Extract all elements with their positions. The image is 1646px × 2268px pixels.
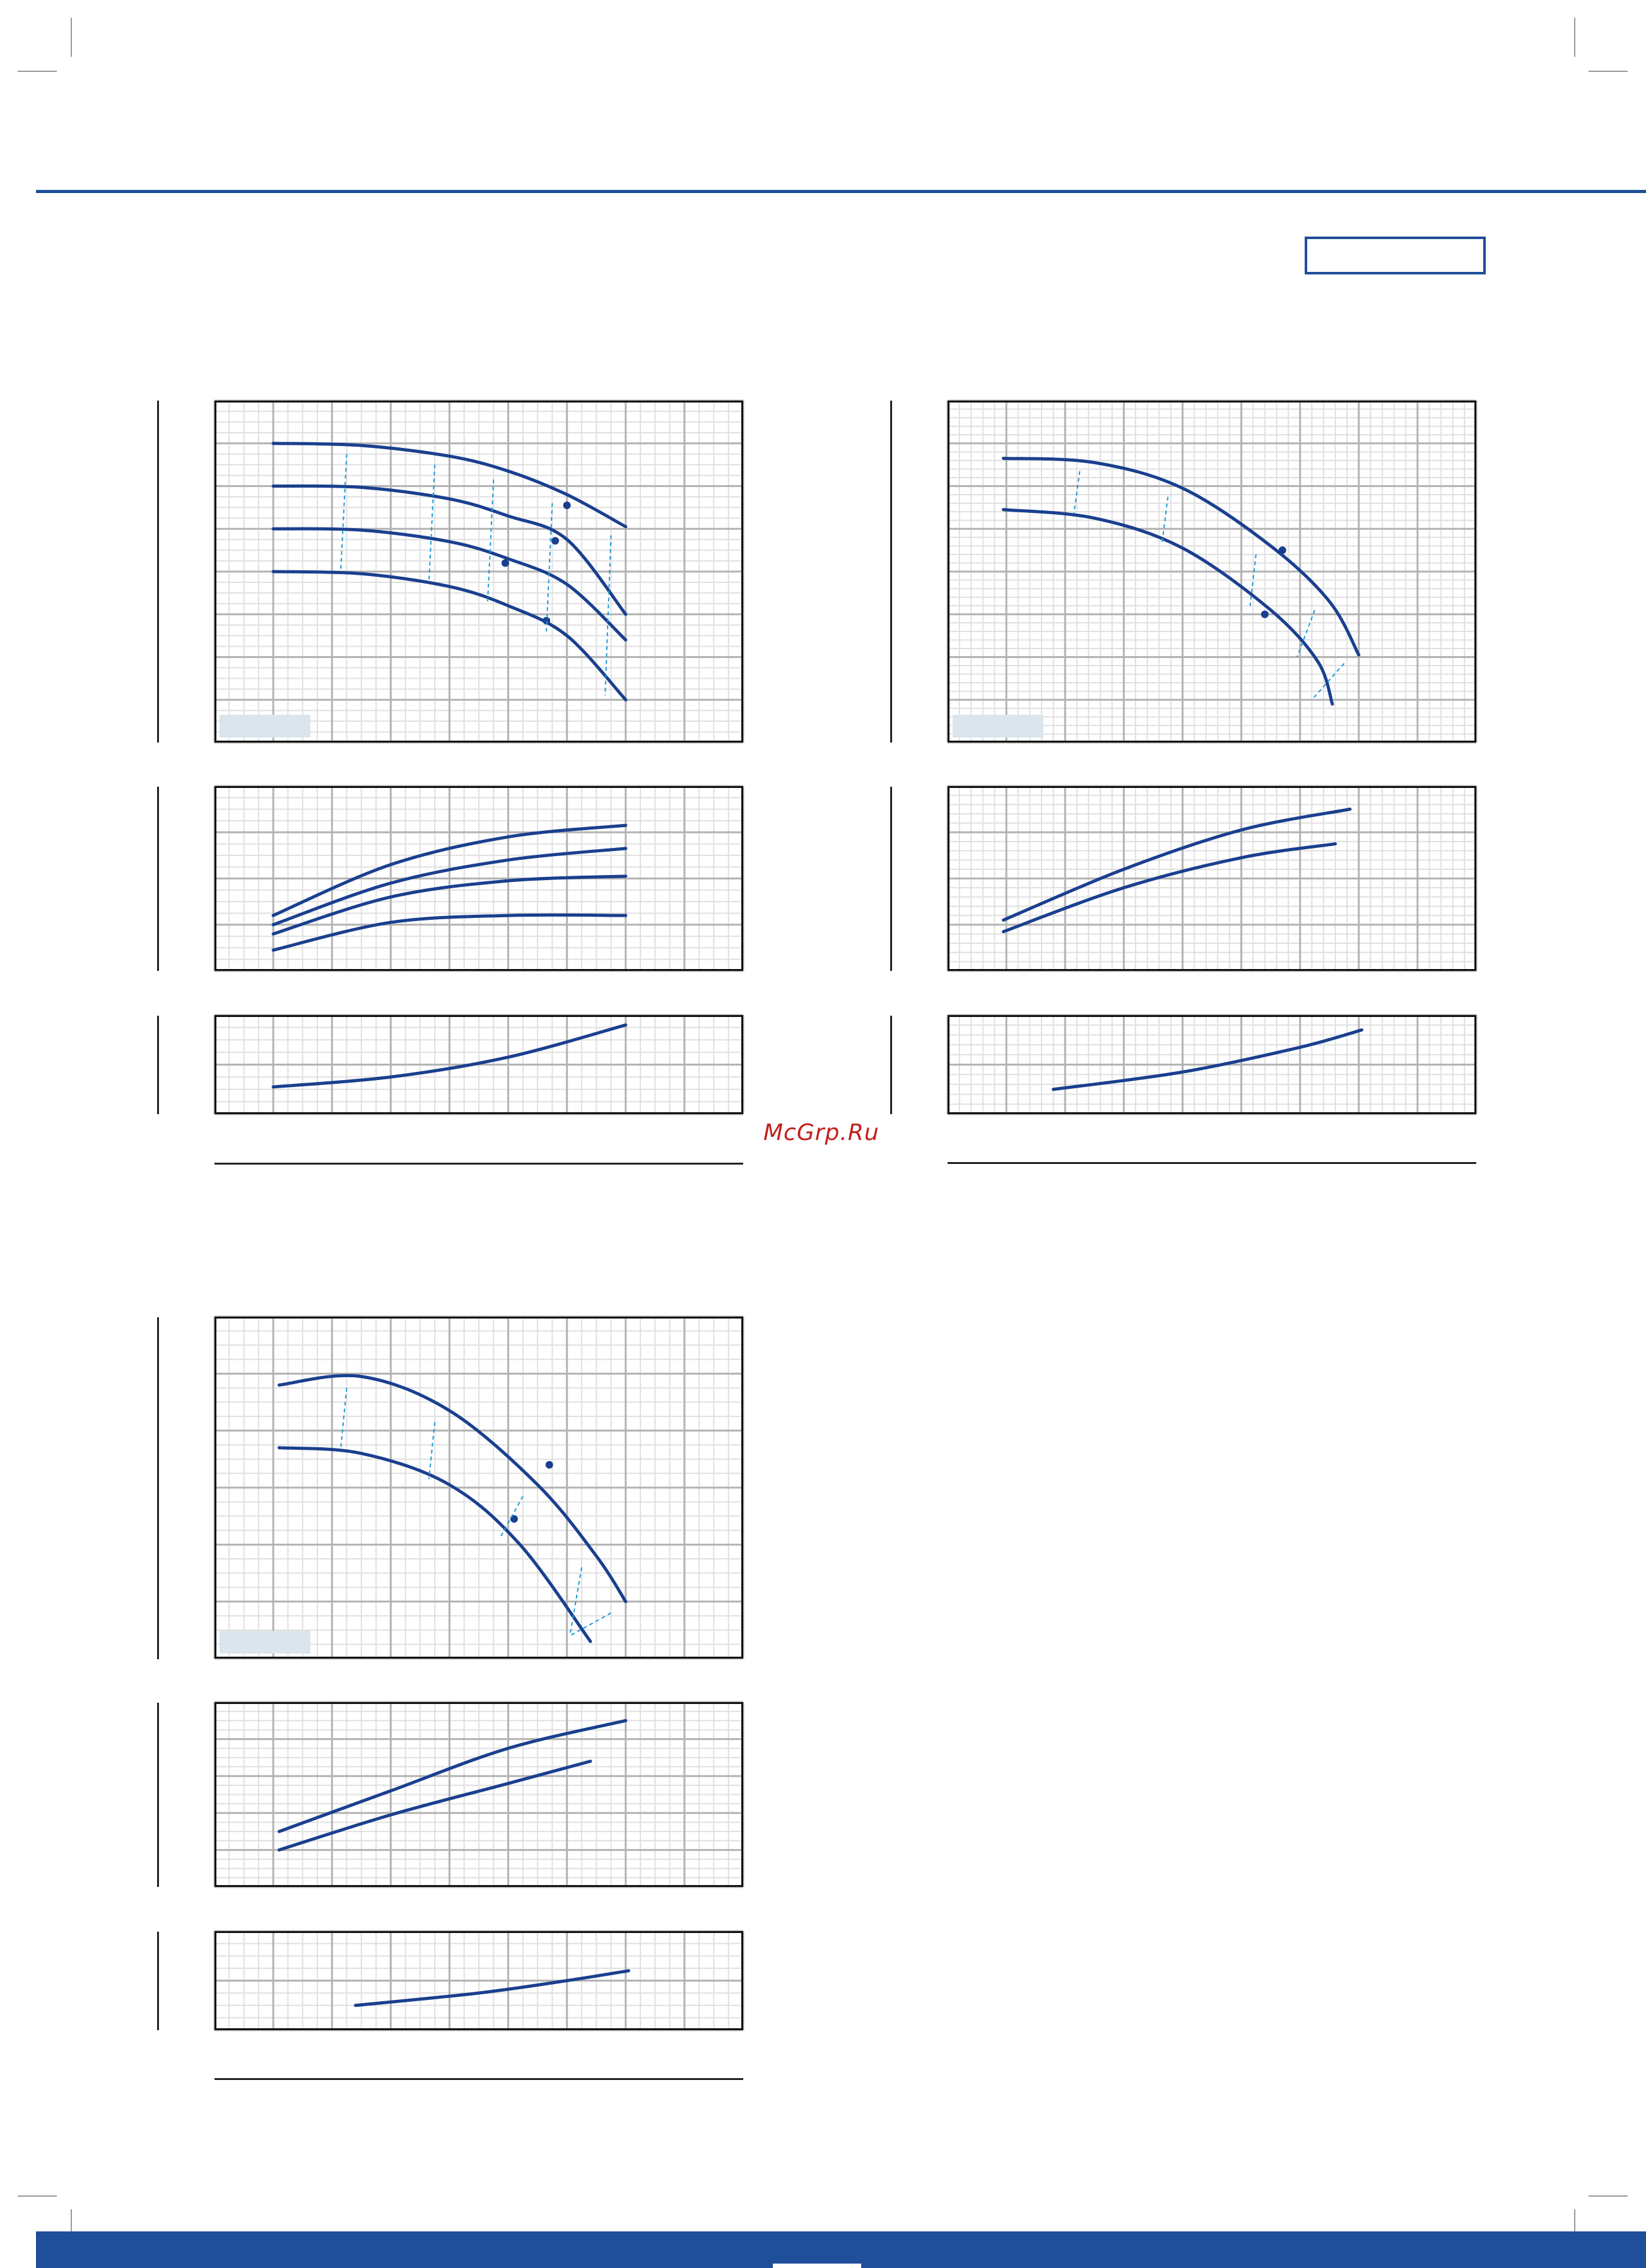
efficiency-line <box>569 1567 582 1636</box>
grid <box>213 1701 744 1888</box>
axis-spine <box>890 787 892 971</box>
chart-power-bottom <box>213 1701 744 1888</box>
series-line <box>271 913 628 952</box>
chart-frame <box>215 786 743 971</box>
crop-mark <box>71 18 72 57</box>
series-line <box>271 1023 628 1089</box>
grid <box>946 785 1478 972</box>
operating-point-marker <box>545 1460 553 1469</box>
header-rule <box>36 190 1646 193</box>
chart-frame <box>215 1931 743 2030</box>
crop-mark <box>1574 2209 1575 2248</box>
chart-npsh-left <box>213 1014 744 1115</box>
series-line <box>271 484 628 616</box>
crop-mark <box>1589 71 1628 72</box>
series-line <box>271 570 628 702</box>
series-line <box>1052 1028 1363 1091</box>
efficiency-line <box>340 1387 348 1448</box>
operating-point-marker <box>563 501 571 509</box>
chart-frame <box>215 1317 743 1659</box>
x-axis-baseline <box>948 1162 1476 1164</box>
chart-power-right <box>946 785 1478 972</box>
operating-point-marker <box>1261 610 1269 618</box>
axis-spine <box>890 401 892 743</box>
chart-label-patch <box>953 715 1043 737</box>
operating-point-marker <box>1278 546 1286 555</box>
series-line <box>277 1373 628 1604</box>
efficiency-line <box>428 464 436 582</box>
series-line <box>1001 508 1334 706</box>
chart-head-left <box>213 399 744 744</box>
chart-frame <box>948 786 1476 971</box>
efficiency-line <box>498 1496 524 1539</box>
efficiency-line <box>428 1422 436 1479</box>
footer-bar <box>36 2231 1646 2268</box>
x-axis-baseline <box>215 1163 743 1165</box>
efficiency-line <box>1161 496 1169 544</box>
efficiency-line <box>1073 471 1081 514</box>
chart-frame <box>215 1015 743 1114</box>
chart-head-right <box>946 399 1478 744</box>
chart-label-patch <box>220 1631 310 1654</box>
operating-point-marker <box>551 537 560 545</box>
chart-frame <box>948 401 1476 743</box>
efficiency-line <box>486 479 495 602</box>
footer-notch <box>773 2264 861 2268</box>
grid <box>213 1930 744 2031</box>
chart-power-left <box>213 785 744 972</box>
efficiency-line <box>340 454 348 570</box>
series-line <box>277 1760 592 1852</box>
series-line <box>277 1719 628 1833</box>
grid <box>946 399 1478 744</box>
crop-mark <box>18 71 57 72</box>
grid <box>946 1014 1478 1115</box>
watermark-text: McGrp.Ru <box>763 1120 879 1146</box>
efficiency-line <box>546 503 553 632</box>
operating-point-marker <box>543 616 551 625</box>
axis-spine <box>157 1016 159 1114</box>
chart-npsh-bottom <box>213 1930 744 2031</box>
axis-spine <box>157 1932 159 2030</box>
series-line <box>353 1969 630 2007</box>
series-line <box>271 847 628 927</box>
crop-mark <box>1574 18 1575 57</box>
series-line <box>1001 456 1361 657</box>
axis-spine <box>157 1703 159 1887</box>
series-line <box>271 527 628 642</box>
header-box <box>1305 237 1486 274</box>
series-line <box>277 1446 592 1643</box>
axis-spine <box>157 787 159 971</box>
efficiency-line <box>604 535 612 696</box>
operating-point-marker <box>510 1515 518 1523</box>
operating-point-marker <box>501 559 509 567</box>
crop-mark <box>1589 2195 1628 2197</box>
grid <box>213 1315 744 1660</box>
efficiency-line <box>1311 662 1345 700</box>
series-line <box>1001 808 1352 922</box>
chart-npsh-right <box>946 1014 1478 1115</box>
axis-spine <box>157 1317 159 1659</box>
efficiency-line <box>569 1612 611 1636</box>
crop-mark <box>71 2209 72 2248</box>
chart-head-bottom <box>213 1315 744 1660</box>
crop-mark <box>18 2195 57 2197</box>
x-axis-baseline <box>215 2078 743 2080</box>
series-line <box>271 442 628 529</box>
chart-frame <box>948 1015 1476 1114</box>
axis-spine <box>157 401 159 743</box>
chart-label-patch <box>220 715 310 737</box>
chart-frame <box>215 401 743 743</box>
series-line <box>271 874 628 936</box>
series-line <box>1001 842 1337 934</box>
series-line <box>271 823 628 917</box>
chart-frame <box>215 1702 743 1887</box>
axis-spine <box>890 1016 892 1114</box>
